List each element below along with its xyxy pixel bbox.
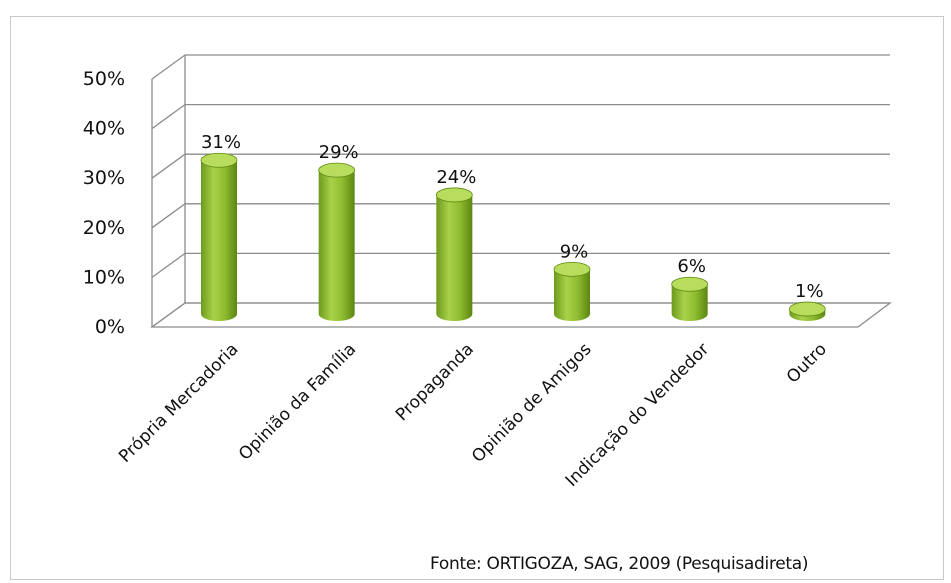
bar-top [672,277,708,291]
gridline-depth [152,253,185,277]
y-axis-ticks: 0% 10% 20% 30% 40% 50% [83,68,125,338]
bar [436,188,472,321]
data-label: 9% [560,241,589,262]
bar-top [554,262,590,276]
data-label: 1% [795,281,824,302]
bar [672,277,708,321]
category-label: Outro [783,339,831,387]
bar [319,163,355,321]
y-tick-label: 20% [83,217,125,239]
y-tick-label: 10% [83,266,125,288]
bars-layer [201,153,825,321]
category-label: Propaganda [392,339,478,425]
gridline-depth [152,204,185,228]
gridline-depth [152,105,185,129]
grid-layer [152,55,890,327]
bar [554,262,590,321]
category-label: Opinião da Família [235,339,360,464]
y-tick-label: 40% [83,118,125,140]
bar-body [319,170,355,321]
bar-top [789,302,825,316]
bar [201,153,237,321]
source-caption: Fonte: ORTIGOZA, SAG, 2009 (Pesquisadire… [430,554,808,574]
bar [789,302,825,321]
gridline-depth [152,55,185,79]
bar-top [319,163,355,177]
bar-body [436,195,472,321]
y-tick-label: 30% [83,167,125,189]
bar-top [436,188,472,202]
data-label: 29% [319,142,359,163]
y-tick-label: 50% [83,68,125,90]
category-label: Própria Mercadoria [115,339,242,466]
bar-body [201,160,237,321]
data-label: 31% [201,132,241,153]
data-labels-layer: 31% 29% 24% 9% 6% 1% [201,132,824,302]
floor-plane [152,303,890,327]
data-label: 24% [436,167,476,188]
y-tick-label: 0% [95,316,125,338]
category-label: Opinião de Amigos [468,339,596,467]
gridline-depth [152,154,185,178]
bar-top [201,153,237,167]
data-label: 6% [677,256,706,277]
bar-body [554,269,590,321]
